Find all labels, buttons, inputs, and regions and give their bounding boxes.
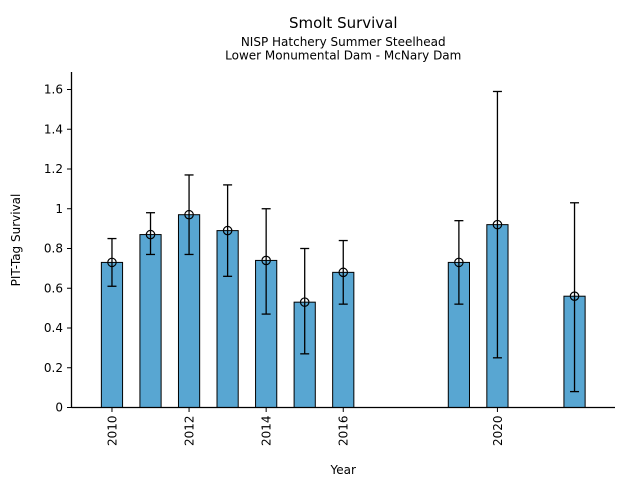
y-tick-label-0.8: 0.8 [44, 242, 63, 256]
x-tick-label-2012: 2012 [182, 416, 196, 447]
y-tick-label-0.2: 0.2 [44, 361, 63, 375]
chart-title: Smolt Survival [289, 14, 398, 32]
error-bars-group [107, 90, 580, 393]
marker-circle-2012 [184, 209, 194, 220]
marker-circle-2022 [569, 291, 580, 301]
marker-circle-2020 [492, 219, 503, 230]
bar-2011 [139, 234, 162, 408]
marker-circle-2015 [299, 297, 310, 307]
markers-group [107, 209, 580, 307]
x-tick-label-2016: 2016 [337, 416, 351, 447]
x-tick-label-2020: 2020 [491, 415, 505, 446]
y-tick-label-1.4: 1.4 [44, 122, 63, 136]
bars-group [100, 214, 586, 409]
x-tick-label-2010: 2010 [105, 416, 119, 447]
y-axis-ticks: 0 0.2 0.4 0.6 0.8 1 1.2 1.4 1.6 [44, 83, 72, 415]
y-tick-label-1.2: 1.2 [44, 162, 63, 176]
x-tick-label-2014: 2014 [260, 416, 274, 447]
x-axis-ticks: 2010 2012 2014 2016 2020 [105, 407, 505, 447]
marker-circle-2016 [338, 267, 349, 278]
y-tick-label-1.6: 1.6 [44, 83, 63, 97]
marker-circle-2014 [261, 255, 271, 266]
y-tick-label-0.6: 0.6 [44, 281, 63, 295]
y-axis-label: PIT-Tag Survival [9, 194, 23, 287]
chart-subtitle-2: Lower Monumental Dam - McNary Dam [225, 49, 461, 63]
marker-circle-2010 [107, 257, 117, 268]
y-tick-label-0: 0 [55, 401, 63, 415]
y-tick-label-0.4: 0.4 [44, 321, 63, 335]
x-axis-label: Year [330, 463, 356, 477]
marker-circle-2011 [145, 229, 156, 240]
chart-subtitle-1: NISP Hatchery Summer Steelhead [241, 35, 446, 49]
marker-circle-2013 [222, 225, 233, 236]
y-tick-label-1: 1 [55, 202, 63, 216]
marker-circle-2019 [454, 257, 464, 268]
